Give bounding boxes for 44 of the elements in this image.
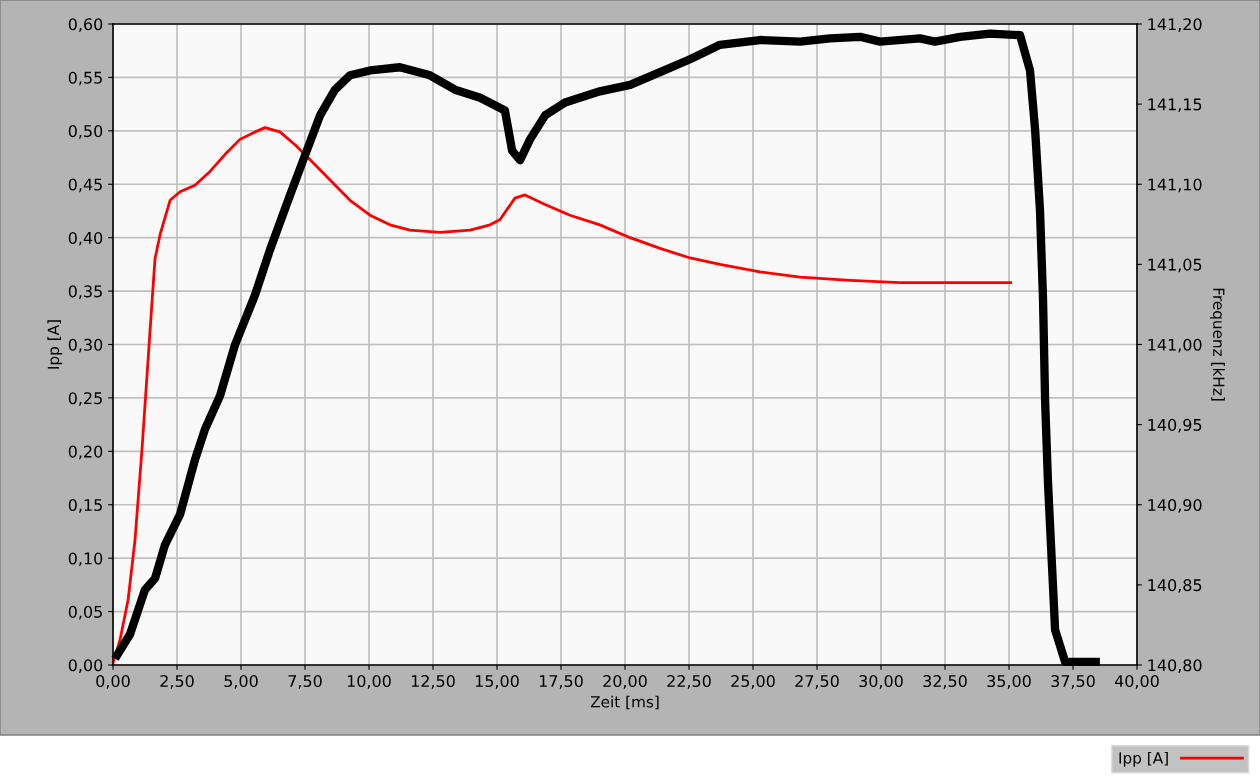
x-tick-label: 37,50 — [1051, 675, 1095, 689]
y2-tick-label: 140,80 — [1148, 659, 1202, 673]
x-tick-label: 12,50 — [411, 675, 455, 689]
x-tick-label: 27,50 — [795, 675, 839, 689]
y2-axis-title: Frequenz [kHz] — [1210, 288, 1225, 401]
x-tick-label: 7,50 — [288, 675, 322, 689]
y-tick-label: 0,50 — [68, 125, 103, 139]
y2-tick-label: 141,00 — [1148, 338, 1202, 353]
y-tick-label: 0,05 — [68, 605, 102, 620]
y2-tick-label: 141,20 — [1148, 18, 1202, 32]
y2-tick-label: 141,10 — [1148, 178, 1202, 193]
x-tick-label: 35,00 — [987, 675, 1031, 689]
y-tick-label: 0,40 — [68, 231, 103, 246]
y2-tick-label: 140,90 — [1148, 498, 1202, 513]
y-tick-label: 0,45 — [68, 178, 102, 193]
x-tick-label: 10,00 — [347, 675, 391, 689]
y-tick-label: 0,20 — [68, 445, 103, 460]
y-tick-label: 0,25 — [68, 392, 102, 406]
x-tick-label: 2,50 — [160, 675, 194, 689]
x-tick-label: 30,00 — [859, 675, 903, 689]
x-tick-label: 17,50 — [539, 675, 583, 689]
y-axis-title: Ipp [A] — [47, 320, 63, 369]
x-tick-label: 0,00 — [96, 675, 130, 689]
y-tick-label: 0,10 — [68, 552, 103, 567]
x-tick-label: 40,00 — [1114, 675, 1159, 689]
y-tick-label: 0,55 — [68, 71, 102, 86]
x-tick-label: 32,50 — [923, 675, 967, 689]
x-tick-label: 22,50 — [667, 675, 711, 689]
legend-label: Ipp [A] — [1119, 751, 1168, 767]
y-tick-label: 0,35 — [68, 285, 102, 300]
x-tick-label: 5,00 — [224, 675, 258, 689]
y-tick-label: 0,30 — [68, 338, 103, 353]
x-tick-label: 20,00 — [603, 675, 647, 689]
y2-tick-label: 140,85 — [1148, 579, 1202, 593]
y-tick-label: 0,15 — [68, 498, 102, 513]
x-axis-title: Zeit [ms] — [590, 695, 659, 710]
y-tick-label: 0,00 — [68, 659, 103, 673]
y2-tick-label: 141,15 — [1148, 98, 1202, 113]
y2-tick-label: 141,05 — [1148, 258, 1202, 273]
y-tick-label: 0,60 — [68, 18, 103, 32]
line-series — [111, 126, 1014, 665]
y2-tick-label: 140,95 — [1148, 418, 1202, 433]
x-tick-label: 25,00 — [731, 675, 775, 689]
x-tick-label: 15,00 — [475, 675, 519, 689]
